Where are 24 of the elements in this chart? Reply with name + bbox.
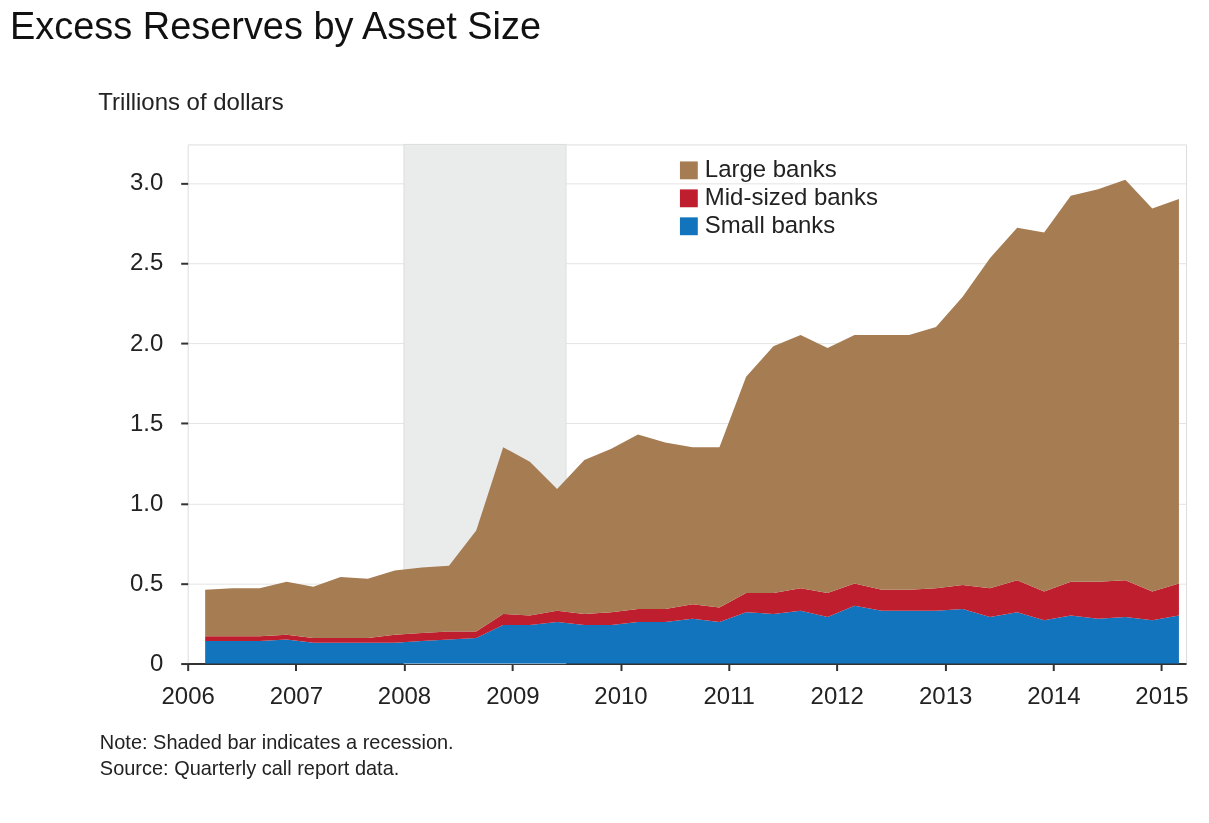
- text: Note: Shaded bar indicates a recession.: [99, 731, 454, 754]
- x-tick-label: 2014: [1027, 681, 1081, 709]
- y-tick-label: 3.0: [129, 168, 164, 196]
- y-tick-label: 2.5: [129, 248, 164, 276]
- y-axis-title: Trillions of dollars: [98, 87, 284, 115]
- legend-label: Small banks: [704, 211, 836, 239]
- y-tick-label: 1.5: [129, 408, 164, 436]
- y-tick-label: 1.0: [129, 488, 164, 516]
- x-tick-label: 2012: [810, 681, 864, 709]
- chart-title: Excess Reserves by Asset Size: [9, 4, 542, 47]
- y-tick-label: 2.0: [129, 328, 164, 356]
- x-tick-label: 2006: [161, 681, 215, 709]
- x-tick-label: 2009: [486, 681, 540, 709]
- x-tick-label: 2008: [377, 681, 432, 709]
- legend-label: Large banks: [704, 155, 837, 183]
- x-tick-label: 2015: [1135, 681, 1189, 709]
- x-tick-label: 2007: [269, 681, 323, 709]
- y-tick-label: 0.5: [129, 568, 164, 596]
- source-note: Source: Quarterly call report data.: [99, 757, 400, 780]
- x-tick-label: 2013: [919, 681, 973, 709]
- y-tick-label: 0: [149, 649, 164, 677]
- x-tick-label: 2010: [594, 681, 648, 709]
- x-tick-label: 2011: [703, 681, 755, 709]
- legend-label: Mid-sized banks: [704, 183, 878, 211]
